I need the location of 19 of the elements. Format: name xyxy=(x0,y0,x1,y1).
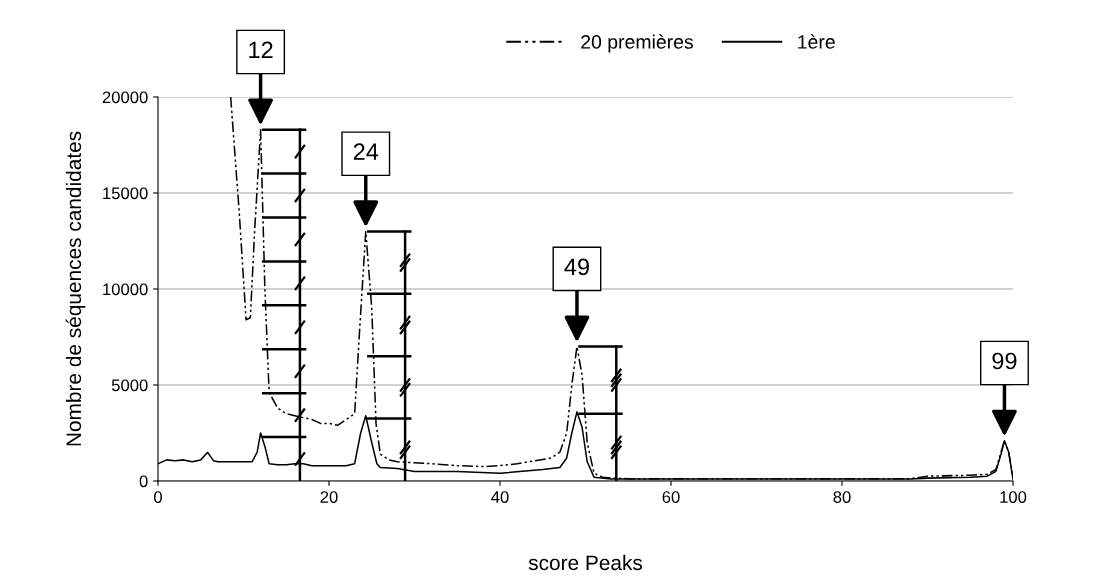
x-tick-label: 60 xyxy=(662,491,680,503)
legend-label: 1ère xyxy=(798,34,835,49)
x-axis-title: score Peaks xyxy=(528,554,643,571)
annotation: 99 xyxy=(992,352,1017,370)
annotation: 49 xyxy=(564,258,589,276)
x-tick-label: 0 xyxy=(154,491,162,503)
y-tick-label: 5000 xyxy=(111,379,148,392)
x-tick-label: 100 xyxy=(1000,491,1027,503)
y-tick-label: 10000 xyxy=(103,283,148,296)
annotation: 12 xyxy=(249,41,273,59)
x-tick-label: 20 xyxy=(320,491,338,503)
legend-label: 20 premières xyxy=(581,34,693,53)
x-tick-label: 80 xyxy=(833,491,851,503)
y-axis-title: Nombre de séquences candidates xyxy=(65,131,86,446)
y-tick-label: 15000 xyxy=(103,187,148,200)
y-tick-label: 20000 xyxy=(102,91,148,104)
y-tick-label: 0 xyxy=(139,475,148,488)
x-tick-label: 40 xyxy=(491,491,509,503)
annotation: 24 xyxy=(353,143,379,160)
